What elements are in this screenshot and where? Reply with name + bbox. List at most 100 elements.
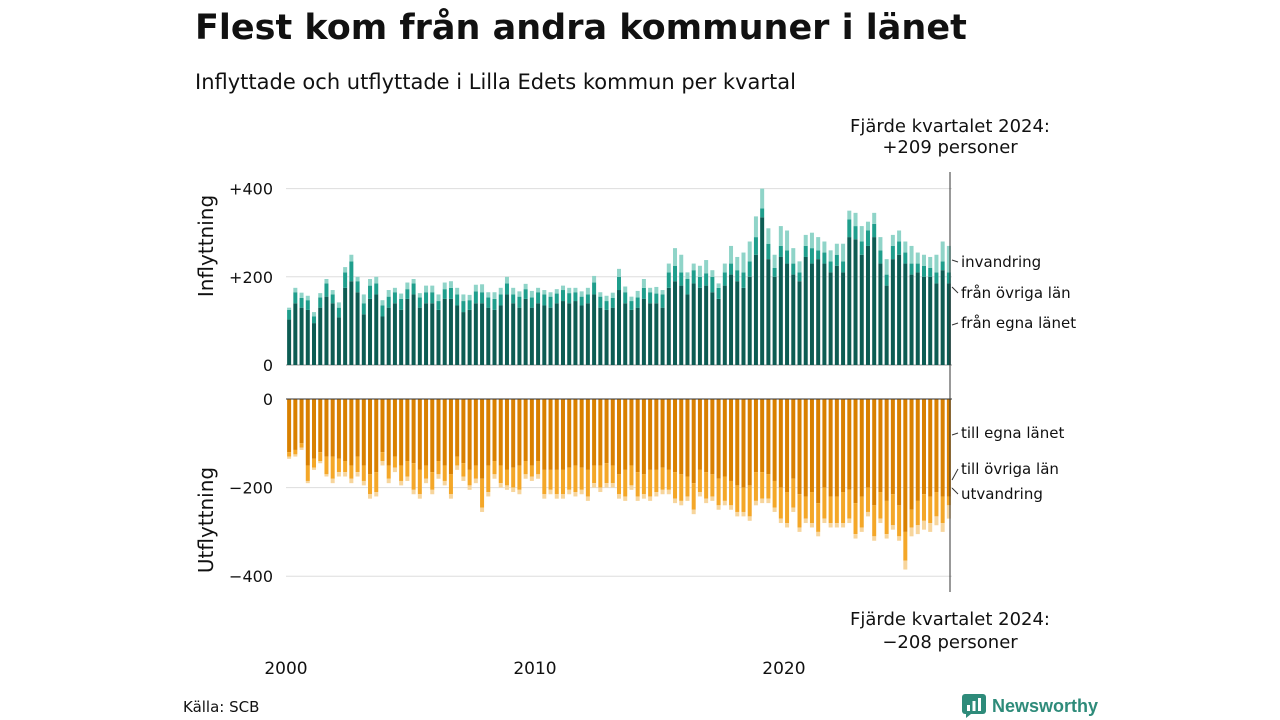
inflow-bar-segment: [921, 276, 926, 365]
outflow-bar-segment: [766, 498, 771, 504]
brand-logo: Newsworthy: [962, 694, 1098, 718]
inflow-bar-segment: [318, 297, 323, 308]
inflow-bar-segment: [554, 293, 559, 304]
outflow-bar-segment: [741, 399, 746, 488]
outflow-bar-segment: [436, 474, 441, 479]
inflow-bar-segment: [592, 275, 597, 283]
top-series-label: från övriga län: [961, 284, 1071, 302]
inflow-bar-segment: [797, 272, 802, 282]
inflow-bar-segment: [722, 263, 727, 273]
inflow-bar-segment: [710, 292, 715, 365]
inflow-bar-segment: [704, 285, 709, 365]
inflow-bar-segment: [716, 287, 721, 299]
outflow-bar-segment: [897, 536, 902, 541]
outflow-bar-segment: [660, 399, 665, 468]
outflow-bar-segment: [579, 467, 584, 490]
outflow-bar-segment: [299, 399, 304, 444]
inflow-bar-segment: [305, 309, 310, 365]
outflow-bar-segment: [604, 463, 609, 484]
outflow-bar-segment: [448, 474, 453, 495]
outflow-bar-segment: [498, 483, 503, 488]
inflow-bar-segment: [374, 276, 379, 284]
brand-name: Newsworthy: [992, 695, 1099, 716]
bottom-annotation-line1: Fjärde kvartalet 2024:: [850, 609, 1050, 630]
inflow-bar-segment: [903, 252, 908, 264]
inflow-bar-segment: [735, 256, 740, 271]
outflow-bar-segment: [884, 399, 889, 501]
inflow-bar-segment: [361, 314, 366, 365]
outflow-bar-segment: [461, 463, 466, 477]
outflow-bar-segment: [573, 465, 578, 493]
inflow-bar-segment: [766, 228, 771, 244]
inflow-bar-segment: [654, 303, 659, 365]
outflow-bar-segment: [890, 525, 895, 530]
inflow-bar-segment: [629, 296, 634, 302]
inflow-bar-segment: [654, 293, 659, 304]
outflow-bar-segment: [915, 399, 920, 501]
inflow-bar-segment: [374, 294, 379, 365]
outflow-bar-segment: [903, 399, 908, 532]
outflow-bar-segment: [343, 472, 348, 477]
outflow-bar-segment: [648, 496, 653, 501]
inflow-bar-segment: [753, 254, 758, 365]
outflow-bar-segment: [343, 399, 348, 462]
inflow-bar-segment: [336, 307, 341, 318]
inflow-bar-segment: [797, 281, 802, 365]
inflow-bar-segment: [691, 283, 696, 365]
top-annotation-line2: +209 personer: [882, 137, 1018, 158]
inflow-bar-segment: [865, 221, 870, 231]
inflow-bar-segment: [934, 272, 939, 284]
outflow-bar-segment: [324, 456, 329, 475]
inflow-bar-segment: [623, 303, 628, 365]
inflow-bar-segment: [560, 285, 565, 291]
outflow-bar-segment: [374, 492, 379, 497]
inflow-bar-segment: [448, 281, 453, 288]
outflow-bar-segment: [567, 399, 572, 468]
outflow-bar-segment: [623, 399, 628, 470]
inflow-bar-segment: [287, 309, 292, 320]
inflow-bar-segment: [486, 292, 491, 298]
top-y-tick-label: +200: [229, 268, 273, 287]
outflow-bar-segment: [579, 399, 584, 468]
outflow-bar-segment: [710, 496, 715, 501]
inflow-bar-segment: [573, 301, 578, 365]
inflow-bar-segment: [841, 272, 846, 365]
outflow-bar-segment: [560, 469, 565, 495]
inflow-bar-segment: [691, 270, 696, 284]
outflow-bar-segment: [504, 485, 509, 490]
outflow-bar-segment: [816, 503, 821, 532]
outflow-bar-segment: [324, 399, 329, 457]
outflow-bar-segment: [635, 472, 640, 497]
inflow-bar-segment: [417, 293, 422, 298]
outflow-bar-segment: [648, 399, 653, 470]
inflow-bar-segment: [417, 307, 422, 365]
outflow-bar-segment: [405, 399, 410, 462]
outflow-bar-segment: [336, 399, 341, 459]
outflow-bar-segment: [430, 489, 435, 495]
outflow-bar-segment: [492, 474, 497, 479]
inflow-bar-segment: [293, 287, 298, 293]
outflow-bar-segment: [424, 465, 429, 479]
outflow-bar-segment: [710, 399, 715, 475]
outflow-bar-segment: [386, 478, 391, 484]
inflow-bar-segment: [368, 279, 373, 286]
outflow-bar-segment: [461, 399, 466, 464]
top-annotation-line1: Fjärde kvartalet 2024:: [850, 116, 1050, 137]
outflow-bar-segment: [305, 480, 310, 484]
outflow-bar-segment: [741, 511, 746, 517]
inflow-bar-segment: [498, 305, 503, 365]
outflow-bar-segment: [492, 461, 497, 475]
outflow-bar-segment: [405, 476, 410, 481]
outflow-bar-segment: [617, 399, 621, 475]
outflow-bar-segment: [859, 496, 864, 528]
outflow-bar-segment: [809, 523, 814, 528]
inflow-bar-segment: [679, 272, 684, 286]
outflow-bar-segment: [480, 507, 485, 512]
outflow-bar-segment: [760, 472, 765, 499]
outflow-bar-segment: [747, 516, 752, 521]
outflow-bar-segment: [548, 489, 553, 495]
outflow-bar-segment: [685, 399, 690, 477]
inflow-bar-segment: [685, 294, 690, 365]
outflow-bar-segment: [560, 494, 565, 499]
